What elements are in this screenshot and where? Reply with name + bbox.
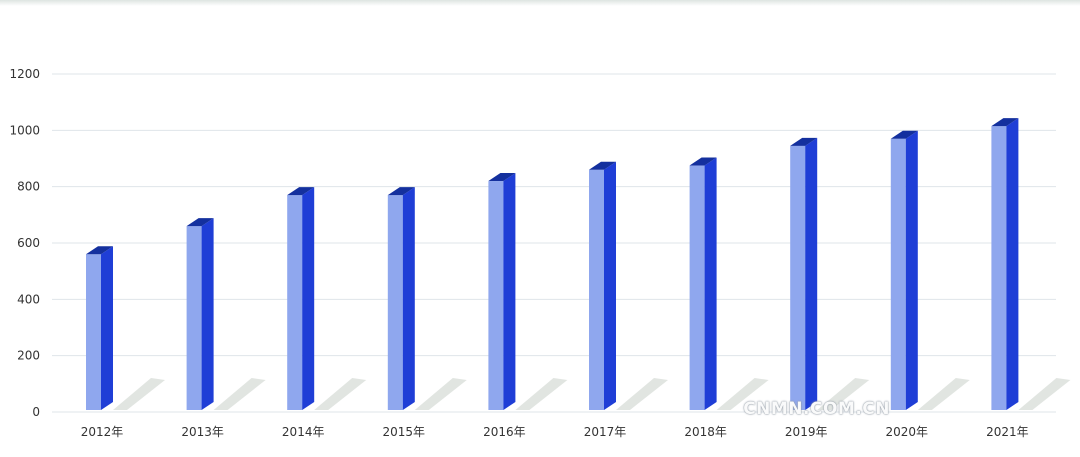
bar [991,118,1019,410]
bar-top-face [387,187,415,196]
bar-front-face [890,138,906,411]
bar-side-face [905,130,918,411]
bar [790,137,818,410]
x-tick-label: 2016年 [483,425,526,439]
bar-side-face [101,246,113,410]
bar-top-face [589,161,616,170]
bar-top-face [488,173,516,182]
grid-lines [52,73,1056,413]
bar-top-face [890,130,918,139]
bar-shadow [616,378,668,410]
x-tick-label: 2021年 [986,425,1029,439]
bar-front-face [991,126,1007,410]
y-tick-label: 1200 [9,67,40,81]
bar-front-face [589,169,604,410]
y-tick-label: 1000 [9,123,40,137]
bar-front-face [186,226,202,410]
bar-shadow [817,378,870,410]
bars [86,118,1019,411]
bar-shadow [414,378,467,410]
bar [387,187,415,410]
bar-top-face [790,137,818,146]
x-tick-label: 2018年 [684,425,727,439]
bar-front-face [689,165,705,410]
bar [890,130,918,411]
x-tick-label: 2015年 [383,425,426,439]
y-tick-label: 600 [17,236,40,250]
bar-shadow [515,378,568,410]
y-tick-label: 800 [17,180,40,194]
top-edge-shading [0,0,1080,6]
watermark: CNMN.COM.CN [743,399,890,419]
bar-front-face [387,195,403,410]
x-axis-ticks: 2012年 2013年 2014年 2015年 2016年 2017年 2018年 2019年… [81,425,1029,439]
bar-shadow [113,378,165,410]
bar [86,246,113,410]
bar-shadows [113,378,1071,410]
bar-top-face [991,118,1019,127]
x-tick-label: 2019年 [785,425,828,439]
bar-shadow [314,378,367,410]
bar-side-face [302,187,315,410]
bar-top-face [287,187,315,196]
y-tick-label: 400 [17,292,40,306]
bar-side-face [805,137,818,410]
x-tick-label: 2012年 [81,425,124,439]
bar-front-face [488,181,504,410]
bar-side-face [604,161,616,410]
x-tick-label: 2020年 [886,425,929,439]
bar-top-face [86,246,113,255]
bar [689,157,717,410]
bar-shadow [917,378,970,410]
bar [186,218,214,410]
bar [589,161,616,410]
x-tick-label: 2014年 [282,425,325,439]
bar-top-face [689,157,717,166]
bar-top-face [186,218,214,227]
bar-side-face [402,187,415,410]
bar-shadow [213,378,266,410]
y-tick-label: 0 [32,405,40,419]
bar-side-face [1006,118,1019,410]
bar-front-face [86,254,101,410]
y-axis-ticks: 0 200 400 600 800 1000 1200 [9,67,40,419]
y-tick-label: 200 [17,349,40,363]
bar-side-face [503,173,516,410]
bar-side-face [704,157,717,410]
bar [287,187,315,410]
x-tick-label: 2013年 [181,425,224,439]
bar-shadow [1018,378,1071,410]
x-tick-label: 2017年 [584,425,627,439]
bar-front-face [287,195,303,410]
bar-shadow [716,378,769,410]
bar-front-face [790,145,806,410]
bar-side-face [201,218,214,410]
bar [488,173,516,410]
